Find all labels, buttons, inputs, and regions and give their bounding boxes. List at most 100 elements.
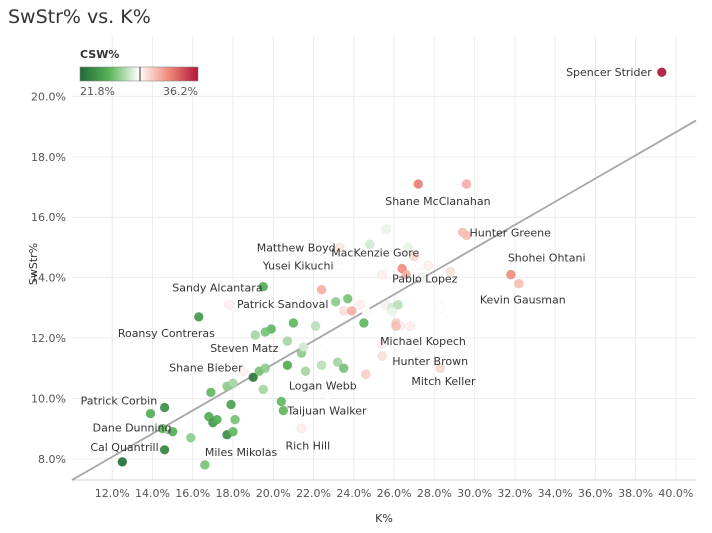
data-point-labeled — [457, 227, 468, 238]
data-point — [276, 396, 287, 407]
data-point-labeled — [238, 366, 248, 377]
point-label: Dane Dunning — [93, 422, 172, 435]
point-label: Miles Mikolas — [205, 446, 278, 459]
data-point — [258, 384, 269, 395]
point-label: Sandy Alcantara — [172, 282, 262, 295]
data-point — [332, 357, 343, 368]
legend-title: CSW% — [80, 48, 119, 61]
data-point — [381, 224, 391, 235]
data-point — [377, 339, 387, 349]
data-point-labeled — [361, 369, 371, 380]
data-point-labeled — [334, 242, 345, 253]
point-label: Pablo Lopez — [392, 273, 458, 286]
data-point — [338, 363, 349, 374]
x-tick-labels: 12.0% 14.0% 16.0% 18.0% 20.0% 22.0% 24.0% 26.0%… — [95, 487, 694, 500]
data-point-labeled — [413, 179, 424, 189]
data-point-labeled — [260, 327, 271, 337]
data-point — [393, 299, 403, 310]
data-point — [282, 336, 293, 346]
point-label: Michael Kopech — [380, 335, 466, 348]
point-label: MacKenzie Gore — [331, 246, 419, 259]
point-label: Shane McClanahan — [385, 195, 490, 208]
data-point — [365, 239, 375, 250]
y-tick-label: 10.0% — [31, 392, 66, 405]
data-point-labeled — [117, 457, 128, 467]
x-tick-label: 14.0% — [135, 487, 170, 500]
point-label: Shohei Ohtani — [508, 252, 586, 265]
x-tick-label: 36.0% — [578, 487, 613, 500]
data-point — [417, 272, 428, 283]
chart-title: SwStr% vs. K% — [8, 6, 151, 28]
data-point-labeled — [505, 269, 516, 280]
data-point-labeled — [409, 251, 420, 262]
x-tick-label: 30.0% — [457, 487, 492, 500]
data-point-labeled — [193, 312, 204, 322]
x-tick-label: 12.0% — [95, 487, 130, 500]
point-label: Hunter Brown — [392, 355, 468, 368]
point-label: Yusei Kikuchi — [262, 260, 334, 273]
x-tick-label: 40.0% — [658, 487, 693, 500]
y-tick-label: 8.0% — [38, 453, 66, 466]
y-tick-label: 12.0% — [31, 332, 66, 345]
y-tick-labels: 8.0% 10.0% 12.0% 14.0% 16.0% 18.0% 20.0% — [31, 90, 66, 465]
data-point — [228, 378, 238, 389]
data-point — [212, 414, 222, 425]
point-label: Kevin Gausman — [480, 294, 566, 307]
point-label: Roansy Contreras — [118, 327, 215, 340]
point-label: Steven Matz — [210, 342, 278, 355]
data-point — [403, 242, 414, 253]
data-point — [393, 342, 403, 352]
data-point — [322, 390, 333, 401]
data-point — [298, 342, 309, 352]
data-point — [342, 293, 353, 304]
data-point — [260, 363, 271, 374]
data-point — [206, 387, 216, 398]
data-point — [248, 372, 259, 383]
color-legend: CSW% 21.8% 36.2% — [79, 48, 199, 98]
data-point-labeled — [514, 278, 524, 289]
legend-gradient-bar — [79, 66, 199, 82]
data-point — [250, 330, 261, 340]
data-point — [226, 399, 236, 410]
x-tick-label: 16.0% — [175, 487, 210, 500]
data-point-labeled — [656, 67, 667, 78]
data-point-labeled — [332, 260, 343, 271]
trend-line — [71, 119, 697, 481]
data-point — [377, 269, 387, 280]
data-point — [445, 266, 456, 277]
x-tick-label: 32.0% — [497, 487, 532, 500]
y-tick-label: 18.0% — [31, 151, 66, 164]
y-tick-label: 14.0% — [31, 272, 66, 285]
legend-min-label: 21.8% — [80, 85, 115, 98]
point-label: Cal Quantrill — [90, 441, 158, 454]
point-labels-layer: Spencer Strider Shane McClanahan Hunter Gr… — [81, 66, 653, 459]
y-tick-label: 16.0% — [31, 211, 66, 224]
data-point — [330, 296, 341, 307]
data-point — [288, 318, 299, 328]
data-point — [159, 444, 170, 455]
legend-max-label: 36.2% — [163, 85, 198, 98]
data-point — [316, 360, 327, 371]
x-tick-label: 26.0% — [377, 487, 412, 500]
data-point — [230, 414, 240, 425]
x-tick-label: 20.0% — [256, 487, 291, 500]
data-point — [423, 260, 434, 271]
point-label: Spencer Strider — [566, 66, 652, 79]
x-tick-label: 22.0% — [296, 487, 331, 500]
data-point — [387, 306, 397, 316]
data-point — [346, 306, 357, 316]
data-point — [316, 284, 327, 295]
grid-lines — [72, 36, 696, 481]
data-point — [157, 423, 168, 434]
point-label: Logan Webb — [289, 379, 357, 392]
trend-line-group — [71, 119, 697, 481]
data-point-labeled — [258, 281, 269, 292]
data-point — [405, 321, 416, 331]
point-label: Shane Bieber — [169, 361, 243, 374]
data-point-labeled — [200, 460, 210, 470]
points-layer — [117, 67, 667, 470]
data-point — [354, 299, 365, 310]
data-point — [316, 345, 327, 355]
data-point-labeled — [167, 426, 178, 437]
